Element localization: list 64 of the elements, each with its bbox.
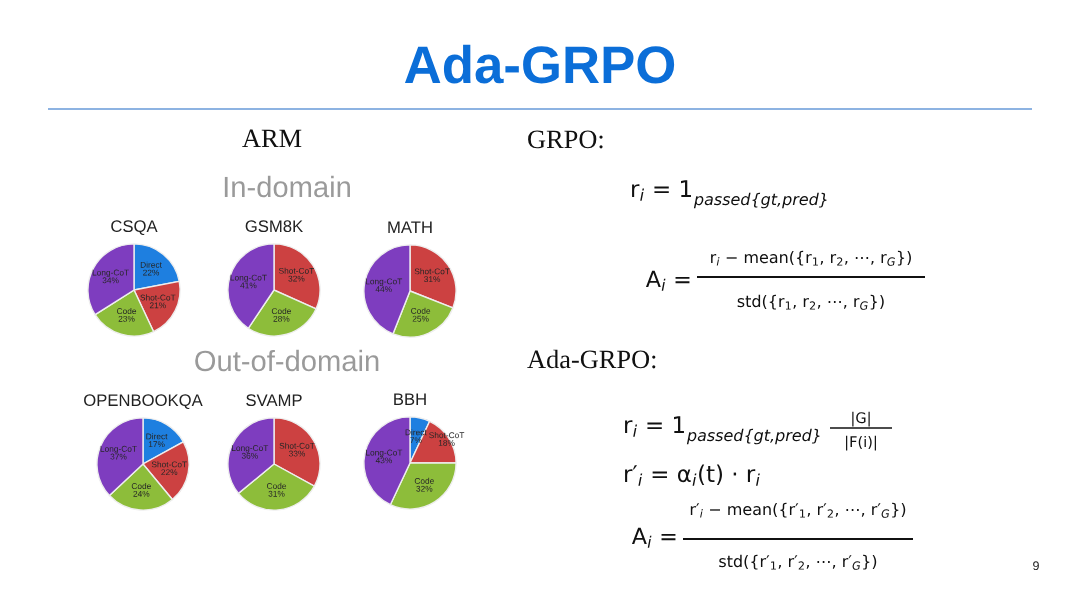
data-label: 22% [143,269,160,276]
text: Ada-GRPO: [527,349,656,369]
data-label: 31% [424,276,441,283]
text: std({r′$_{1}$, r′$_{2}$, ⋯, r′$_{G}$}) [719,554,877,570]
data-label: 23% [118,315,135,322]
slice-label: Shot-CoT [140,294,176,301]
slice-label: Long-CoT [366,449,403,458]
text: A$_{i}$ = [631,527,676,548]
text: |G| [852,411,870,427]
text: 9 [1033,561,1039,571]
data-label: 32% [416,485,433,492]
slice-label: Long-CoT [365,278,403,286]
slice-label: Code [131,482,151,490]
slice-label: Code [411,307,431,314]
slice-label: Shot-CoT [414,268,450,275]
data-label: 34% [102,277,119,284]
text: ARM [242,129,302,147]
text: passed{gt,pred} [686,428,820,445]
text: Ada-GRPO [404,44,675,84]
chart-title: GSM8K [245,220,303,233]
data-label: 37% [110,453,127,460]
slice-label: Shot-CoT [279,442,315,449]
data-label: 33% [288,450,306,457]
data-label: 21% [149,302,166,309]
slice-label: Code [271,307,291,315]
text: GRPO: [528,130,603,149]
data-label: 28% [273,315,290,322]
text: std({r$_{1}$, r$_{2}$, ⋯, r$_{G}$}) [737,294,884,310]
text: In-domain [224,175,350,198]
text: Out-of-domain [195,349,379,372]
text: r′$_{i}$ − mean({r′$_{1}$, r′$_{2}$, ⋯, r′$_{G}$}) [690,502,906,518]
data-label: 32% [288,275,305,282]
slice-label: Long-CoT [92,269,129,278]
slice-label: Code [414,477,434,484]
data-label: 25% [412,315,429,322]
slice-label: Direct [140,261,162,268]
chart-title: CSQA [111,220,158,236]
chart-title: MATH [388,221,432,233]
data-label: 24% [133,490,150,497]
chart-title: BBH [394,393,426,405]
text: r$_{i}$ − mean({r$_{1}$, r$_{2}$, ⋯, r$_{G}$}) [711,250,911,266]
chart-title: SVAMP [246,394,302,407]
data-label: 17% [148,441,165,448]
chart-title: OPENBOOKQA [84,394,203,410]
text: r′$_{i}$ = α$_{i}$(t) · r$_{i}$ [625,464,760,486]
text: A$_{i}$ = [645,270,690,291]
slice-label: Direct [146,433,168,440]
slice-label: Code [117,307,137,315]
data-label: 41% [240,282,257,289]
slice-label: Long-CoT [231,445,269,453]
text: r$_{i}$ = 1 [632,180,691,201]
data-label: 44% [375,286,392,293]
text: r$_{i}$ = 1 [625,416,684,437]
text: |F(i)| [846,435,876,451]
data-label: 31% [268,490,285,497]
data-label: 43% [375,457,392,464]
data-label: 36% [241,452,258,459]
text: passed{gt,pred} [693,192,827,209]
slice-label: Long-CoT [100,445,137,454]
slice-label: Shot-CoT [278,267,315,274]
data-label: 22% [161,469,178,476]
slice-label: Long-CoT [230,274,267,283]
slice-label: Shot-CoT [151,461,187,468]
slice-label: Code [266,482,287,489]
